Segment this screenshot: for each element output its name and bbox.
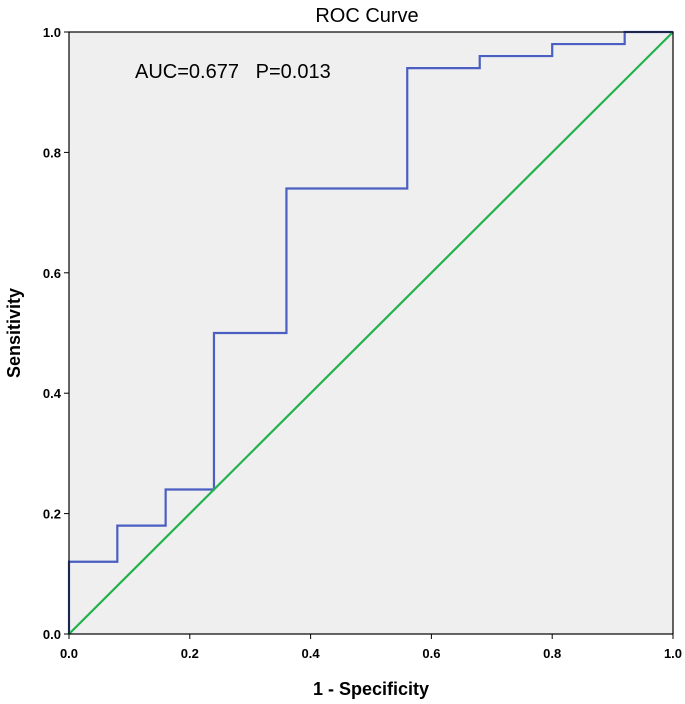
y-axis: 0.0 0.2 0.4 0.6 0.8 1.0 [43, 25, 69, 642]
y-tick-label: 0.6 [43, 266, 61, 281]
auc-annotation: AUC=0.677 P=0.013 [135, 61, 331, 83]
reference-diagonal-line [68, 31, 674, 635]
x-axis: 0.0 0.2 0.4 0.6 0.8 1.0 [60, 634, 682, 661]
y-tick-label: 1.0 [43, 25, 61, 40]
y-tick-label: 0.4 [43, 386, 62, 401]
y-axis-label: Sensitivity [4, 288, 24, 378]
y-tick-label: 0.8 [43, 145, 61, 160]
x-tick-label: 0.0 [60, 646, 78, 661]
y-tick-label: 0.2 [43, 507, 61, 522]
series-layer [67, 30, 674, 635]
x-axis-label: 1 - Specificity [313, 679, 429, 699]
y-tick-label: 0.0 [43, 627, 61, 642]
x-tick-label: 0.6 [422, 646, 440, 661]
x-tick-label: 0.4 [302, 646, 321, 661]
x-tick-label: 0.2 [181, 646, 199, 661]
roc-curve-line [67, 30, 673, 634]
chart-title: ROC Curve [315, 5, 418, 27]
plot-frame [68, 31, 674, 635]
x-tick-label: 1.0 [664, 646, 682, 661]
x-tick-label: 0.8 [543, 646, 561, 661]
